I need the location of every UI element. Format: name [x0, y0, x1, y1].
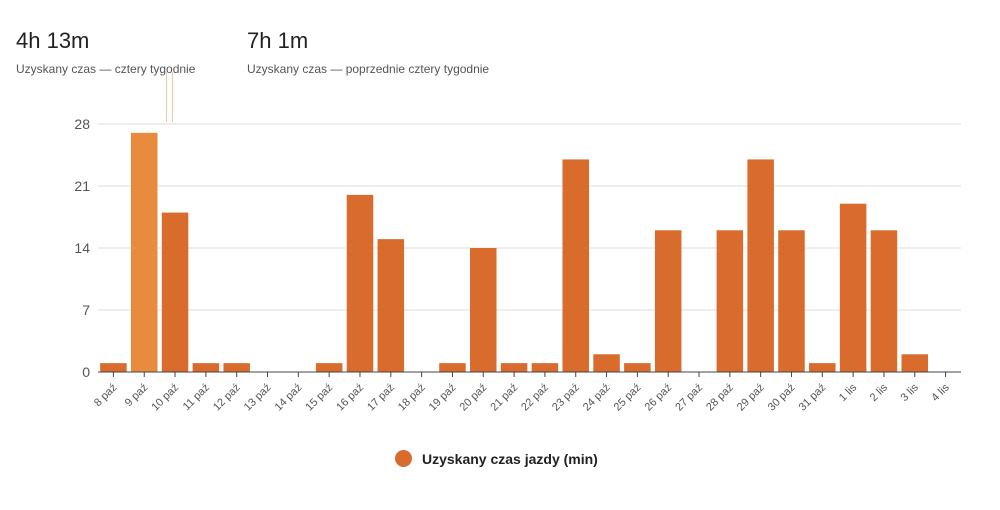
x-tick-label: 31 paź: [797, 382, 829, 414]
bar[interactable]: [870, 230, 898, 372]
bar[interactable]: [377, 239, 405, 372]
x-tick-label: 13 paź: [242, 382, 274, 414]
x-tick-label: 9 paź: [123, 382, 151, 410]
x-tick-label: 1 lis: [837, 381, 860, 404]
y-tick-label: 28: [74, 116, 90, 132]
x-tick-label: 14 paź: [273, 382, 305, 414]
bar[interactable]: [470, 248, 497, 372]
x-tick-label: 10 paź: [149, 382, 181, 414]
bar[interactable]: [161, 212, 189, 372]
x-tick-label: 15 paź: [303, 382, 335, 414]
x-tick-label: 27 paź: [673, 382, 705, 414]
bar[interactable]: [192, 363, 220, 372]
x-tick-label: 21 paź: [488, 382, 520, 414]
x-tick-label: 19 paź: [427, 382, 459, 414]
bar[interactable]: [439, 363, 466, 372]
x-tick-label: 20 paź: [458, 382, 490, 414]
x-tick-label: 4 lis: [929, 381, 952, 404]
bar[interactable]: [100, 363, 127, 372]
x-tick-label: 26 paź: [642, 382, 674, 414]
x-tick-label: 23 paź: [550, 382, 582, 414]
bar[interactable]: [223, 363, 250, 372]
y-tick-label: 14: [74, 240, 90, 256]
y-tick-label: 0: [82, 364, 90, 380]
x-tick-label: 3 lis: [899, 381, 922, 404]
stat-previous-value: 7h 1m: [247, 28, 309, 53]
x-tick-label: 12 paź: [211, 382, 243, 414]
y-tick-label: 21: [74, 178, 90, 194]
bar[interactable]: [315, 363, 343, 372]
bar[interactable]: [716, 230, 744, 372]
x-tick-label: 17 paź: [365, 382, 397, 414]
bar[interactable]: [839, 203, 867, 372]
x-tick-label: 25 paź: [612, 382, 644, 414]
stat-previous-period: 7h 1m Uzyskany czas — poprzednie cztery …: [247, 28, 489, 76]
bar[interactable]: [809, 363, 836, 372]
x-tick-label: 30 paź: [766, 382, 798, 414]
bar[interactable]: [562, 159, 589, 372]
bar[interactable]: [500, 363, 528, 372]
legend-swatch: [395, 450, 412, 467]
hover-marker: [166, 72, 173, 122]
bar[interactable]: [747, 159, 774, 372]
x-tick-label: 24 paź: [581, 382, 613, 414]
x-tick-label: 2 lis: [868, 381, 891, 404]
bar[interactable]: [130, 132, 158, 372]
stat-current-label: Uzyskany czas — cztery tygodnie: [16, 62, 196, 76]
bar[interactable]: [778, 230, 805, 372]
x-tick-label: 29 paź: [735, 382, 767, 414]
x-tick-label: 11 paź: [181, 382, 212, 413]
x-tick-label: 22 paź: [519, 382, 551, 414]
y-tick-label: 7: [82, 302, 90, 318]
bar[interactable]: [901, 354, 929, 372]
bar[interactable]: [593, 354, 620, 372]
bar[interactable]: [346, 194, 374, 372]
stat-current-period: 4h 13m Uzyskany czas — cztery tygodnie: [16, 28, 195, 76]
stat-current-value: 4h 13m: [16, 28, 90, 53]
bar[interactable]: [654, 230, 682, 372]
x-tick-label: 28 paź: [704, 382, 736, 414]
x-tick-label: 18 paź: [396, 382, 428, 414]
x-tick-label: 8 paź: [92, 382, 120, 410]
x-tick-label: 16 paź: [334, 382, 366, 414]
chart-legend[interactable]: Uzyskany czas jazdy (min): [395, 450, 598, 467]
stat-previous-label: Uzyskany czas — poprzednie cztery tygodn…: [247, 62, 490, 76]
bar[interactable]: [531, 363, 559, 372]
legend-label: Uzyskany czas jazdy (min): [422, 450, 598, 467]
bar[interactable]: [624, 363, 651, 372]
